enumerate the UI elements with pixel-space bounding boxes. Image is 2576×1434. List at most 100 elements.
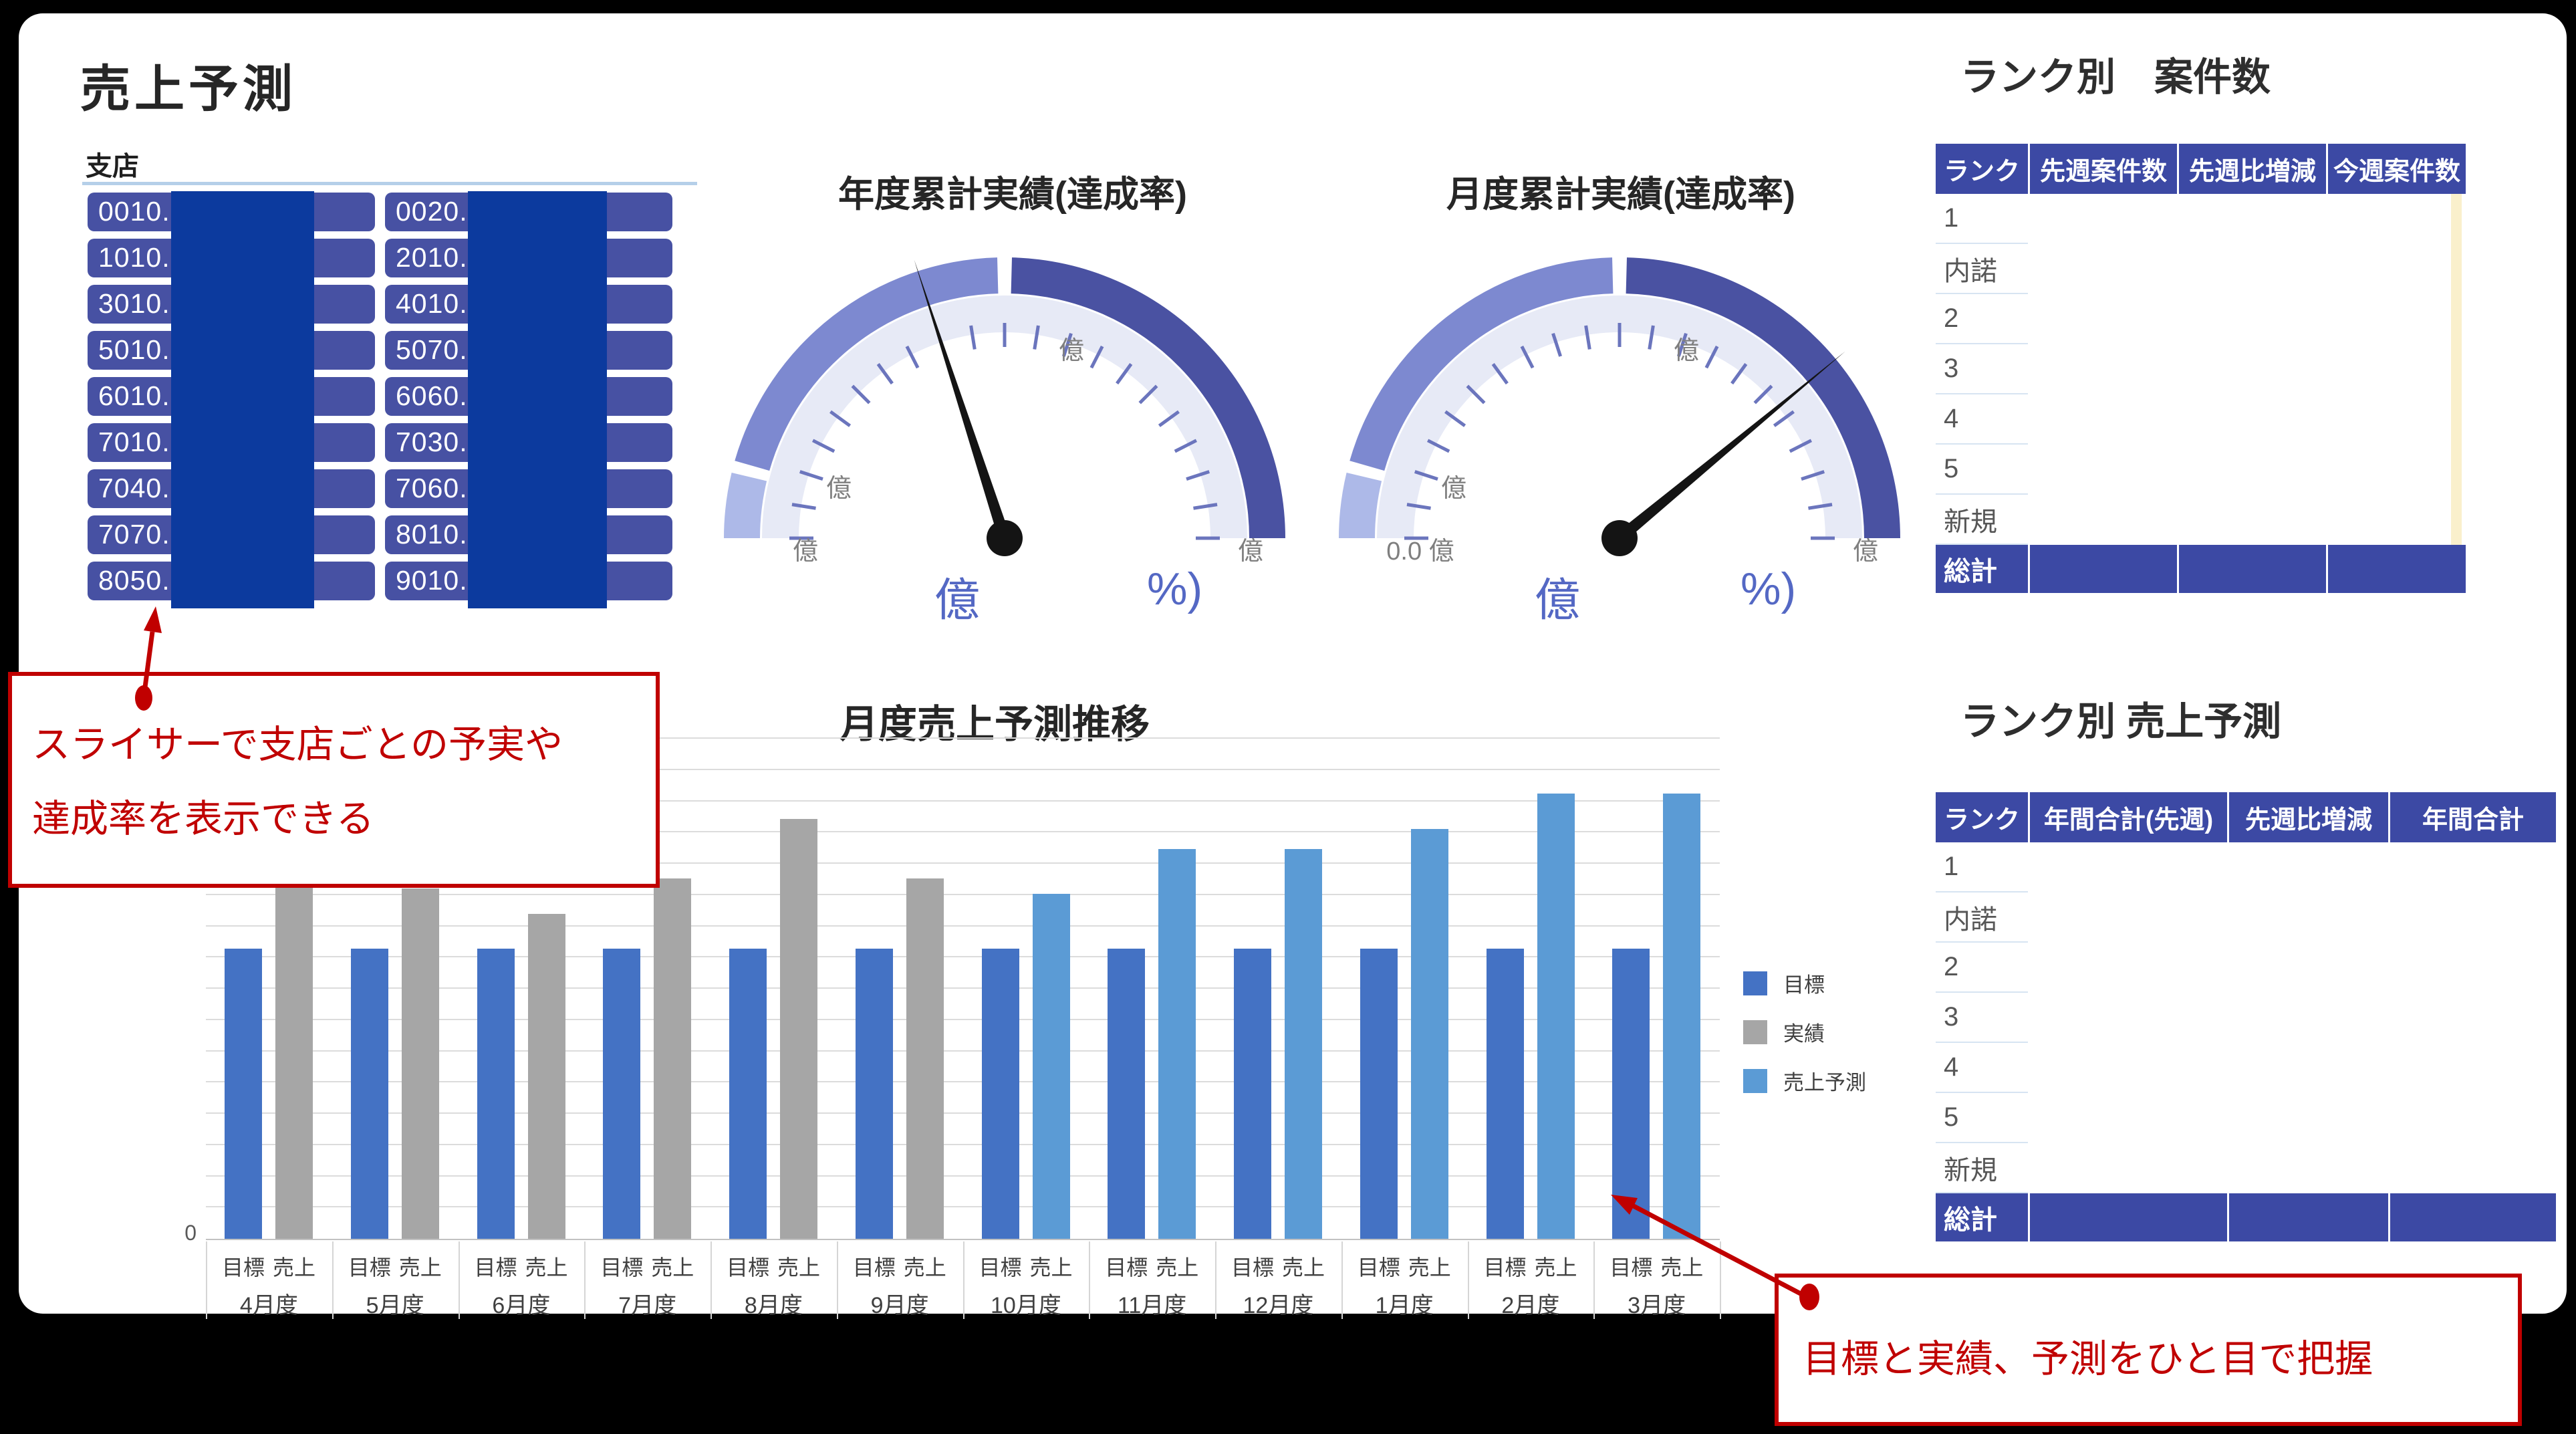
table-row: 1 [1936,842,2558,892]
gauge-needle [1616,351,1845,543]
gauge-scale-label: 億 [1853,537,1878,565]
annotation-slicer-note: スライサーで支店ごとの予実や 達成率を表示できる [8,672,660,888]
bar-forecast-3月度[interactable] [1663,794,1701,1239]
bar-sublabel: 目標 [1483,1256,1527,1280]
gridline [206,987,1720,989]
bar-target-5月度[interactable] [350,949,388,1239]
empty-cell [2179,344,2326,394]
empty-cell [2179,244,2326,294]
bar-actual-8月度[interactable] [780,818,817,1239]
empty-cell [2030,1043,2227,1093]
annual-gauge-title: 年度累計実績(達成率) [838,174,1187,215]
legend-swatch [1743,1068,1767,1093]
row-label: 4 [1936,394,2028,445]
bar-sublabel: 売上 [398,1256,442,1280]
total-cell: 総計 [1936,1193,2028,1241]
empty-cell [2179,495,2326,545]
empty-cell [2229,993,2388,1043]
total-cell [2030,545,2177,593]
column-header: ランク [1936,144,2028,194]
gauge-scale-label: 億 [793,537,818,565]
table-row: 2 [1936,294,2468,344]
row-label: 内諾 [1936,244,2028,294]
gridline [206,1175,1720,1177]
row-label: 1 [1936,194,2028,244]
bar-actual-5月度[interactable] [401,888,439,1239]
bar-sublabel: 目標 [221,1256,265,1280]
gridline [206,1112,1720,1114]
bar-actual-9月度[interactable] [906,878,944,1239]
bar-chart-title: 月度売上予測推移 [839,703,1150,746]
rank-sales-forecast-table: ランク 年間合計(先週) 先週比増減 年間合計 1 内諾 2 3 4 5 新規 総計 [1936,792,2558,1241]
empty-cell [2030,394,2177,445]
table-row: 内諾 [1936,244,2468,294]
bar-target-11月度[interactable] [1108,949,1146,1239]
bar-target-2月度[interactable] [1486,949,1524,1239]
month-label: 3月度 [1628,1293,1686,1318]
annual-gauge-value-suffix: %) [1147,564,1203,614]
bar-forecast-10月度[interactable] [1032,893,1070,1239]
bar-target-7月度[interactable] [603,949,641,1239]
axis-separator [584,1241,586,1319]
bar-target-4月度[interactable] [225,949,262,1239]
bar-forecast-1月度[interactable] [1410,828,1448,1239]
axis-separator [1341,1241,1343,1319]
empty-cell [2328,244,2466,294]
bar-target-9月度[interactable] [855,949,893,1239]
total-cell [2030,1193,2227,1241]
axis-separator [1593,1241,1595,1319]
bar-sublabel: 売上 [1660,1256,1704,1280]
gauge-scale-label: 億 [1238,537,1263,565]
empty-cell [2030,495,2177,545]
gridline [206,956,1720,958]
month-label: 7月度 [618,1293,677,1318]
axis-separator [206,1241,207,1319]
slicer-divider [82,182,697,185]
bar-target-3月度[interactable] [1612,949,1650,1239]
month-label: 10月度 [990,1293,1061,1318]
annual-gauge-value-unit: 億 [934,575,981,626]
header-row: ランク 先週案件数 先週比増減 今週案件数 [1936,144,2468,194]
gridline [206,893,1720,895]
month-label: 9月度 [870,1293,929,1318]
column-header: 年間合計(先週) [2030,792,2227,842]
bar-forecast-2月度[interactable] [1537,794,1575,1239]
bar-chart-plot [206,737,1720,1239]
empty-cell [2229,1043,2388,1093]
bar-sublabel: 目標 [852,1256,896,1280]
bar-sublabel: 目標 [474,1256,517,1280]
column-header: ランク [1936,792,2028,842]
empty-cell [2328,344,2466,394]
annotation-text-line: 達成率を表示できる [32,798,374,841]
bar-target-6月度[interactable] [477,949,515,1239]
empty-cell [2390,1093,2556,1143]
legend-swatch [1743,971,1767,995]
y-axis-zero-label: 0 [184,1221,197,1245]
redaction-overlay-left [171,191,314,608]
column-header: 先週案件数 [2030,144,2177,194]
bar-actual-7月度[interactable] [654,878,692,1239]
bar-target-10月度[interactable] [981,949,1019,1239]
gridline [206,925,1720,927]
table-row: 新規 [1936,495,2468,545]
table-row: 2 [1936,943,2558,993]
empty-cell [2030,244,2177,294]
rank-case-count-table: ランク 先週案件数 先週比増減 今週案件数 1 内諾 2 3 4 5 新規 総計 [1936,144,2468,593]
bar-forecast-12月度[interactable] [1285,848,1322,1239]
gridline [206,737,1720,739]
empty-cell [2030,892,2227,943]
empty-cell [2229,943,2388,993]
bar-actual-4月度[interactable] [275,864,313,1239]
bar-target-1月度[interactable] [1360,949,1398,1239]
axis-separator [458,1241,460,1319]
bar-target-12月度[interactable] [1234,949,1271,1239]
empty-cell [2030,194,2177,244]
bar-actual-6月度[interactable] [527,913,565,1239]
empty-cell [2328,194,2466,244]
monthly-gauge-value-suffix: %) [1741,564,1797,614]
total-row: 総計 [1936,545,2468,593]
bar-target-8月度[interactable] [729,949,767,1239]
bar-forecast-11月度[interactable] [1158,848,1196,1239]
empty-cell [2179,445,2326,495]
